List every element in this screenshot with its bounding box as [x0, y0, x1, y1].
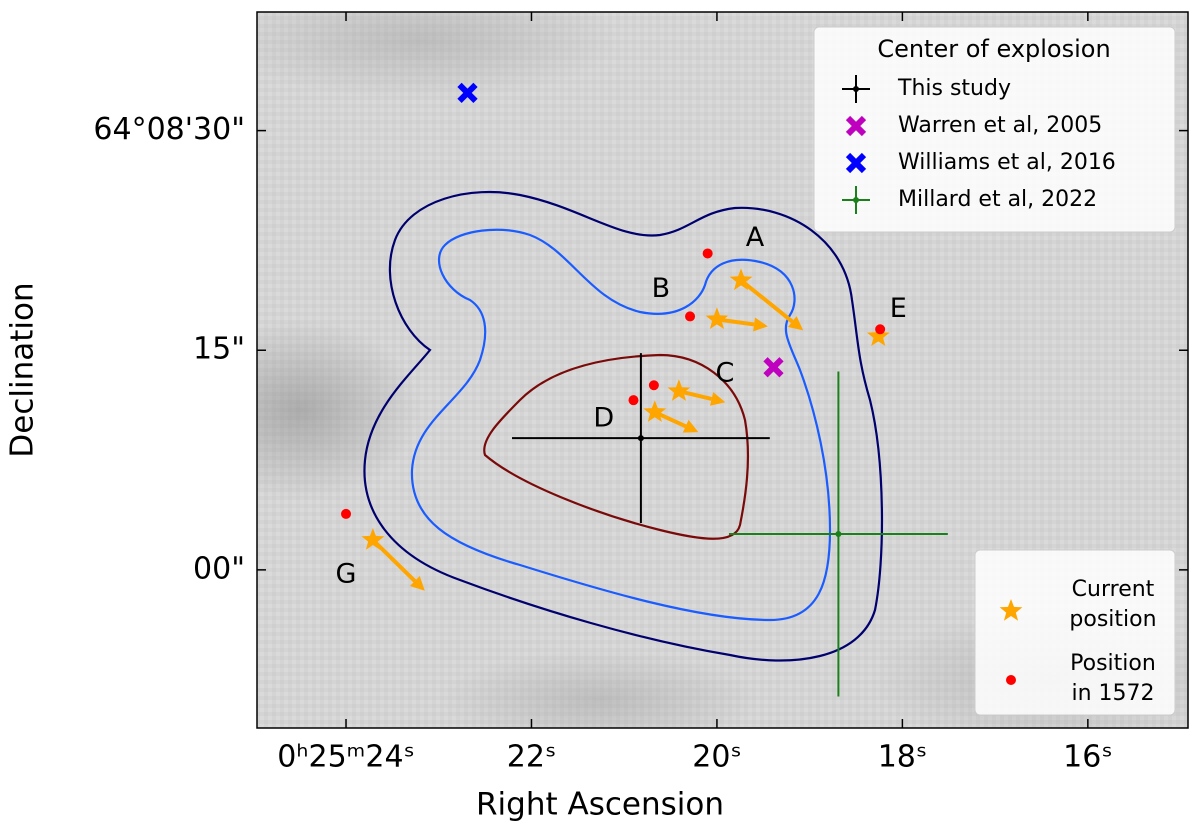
- x-marker: [763, 357, 784, 378]
- x-marker: [457, 82, 478, 103]
- y-tick-label: 15": [193, 332, 245, 367]
- legend-marker: [1006, 675, 1016, 685]
- legend-label: position: [1069, 607, 1156, 632]
- position-1572: [702, 248, 713, 259]
- position-1572: [341, 508, 352, 519]
- position-1572: [628, 395, 639, 406]
- legend-box: [813, 26, 1176, 233]
- legend-marker: [853, 197, 859, 203]
- arrow-head: [409, 576, 425, 591]
- y-tick-label: 00": [193, 551, 245, 586]
- legend-label: Millard et al, 2022: [898, 187, 1097, 212]
- y-tick-label: 64°08'30": [93, 112, 245, 147]
- legend-marker: [853, 86, 859, 92]
- current-star: [667, 379, 691, 401]
- current-star: [361, 528, 385, 550]
- x-axis-label: Right Ascension: [476, 787, 724, 823]
- arrow-head: [710, 392, 726, 406]
- star-label: G: [335, 558, 356, 589]
- contours: [363, 190, 884, 662]
- arrow-head: [753, 317, 768, 332]
- middle-contour: [410, 228, 832, 622]
- legend-label: Warren et al, 2005: [898, 113, 1102, 138]
- position-1572: [648, 380, 659, 391]
- current-star: [729, 268, 753, 291]
- legend-label: in 1572: [1071, 681, 1154, 706]
- x-stroke: [457, 82, 478, 103]
- x-tick-label: 20ˢ: [692, 740, 741, 775]
- legend-label: Williams et al, 2016: [898, 150, 1116, 175]
- y-axis-label: Declination: [5, 282, 41, 457]
- arrow-head: [682, 419, 699, 433]
- legend-box: [974, 549, 1176, 716]
- x-marker: [845, 115, 867, 137]
- x-marker: [845, 152, 867, 174]
- x-tick-label: 16ˢ: [1063, 740, 1112, 775]
- star-label: C: [715, 358, 734, 389]
- x-tick-label: 0ʰ25ᵐ24ˢ: [277, 740, 414, 775]
- center-point: [637, 435, 644, 442]
- legend-label: Current: [1072, 577, 1155, 602]
- star-label: A: [746, 222, 765, 253]
- plot-frame: [256, 11, 1189, 729]
- motion-arrow: [739, 278, 794, 324]
- legend-title: Center of explosion: [877, 35, 1110, 63]
- outer-contour: [363, 190, 884, 662]
- x-tick-label: 18ˢ: [878, 740, 927, 775]
- motion-arrow: [716, 317, 755, 327]
- arrow-head: [787, 316, 804, 331]
- star-label: D: [593, 403, 614, 434]
- x-stroke: [845, 115, 867, 137]
- center-point: [835, 530, 842, 537]
- x-tick-label: 22ˢ: [507, 740, 556, 775]
- x-stroke: [845, 152, 867, 174]
- current-star: [866, 324, 890, 346]
- position-1572: [685, 311, 696, 322]
- legend-label: This study: [897, 76, 1011, 101]
- legend-marker: [999, 599, 1023, 621]
- motion-arrow: [371, 538, 417, 583]
- star-label: E: [890, 293, 907, 324]
- current-star: [643, 400, 667, 422]
- motion-arrow: [653, 410, 687, 429]
- position-1572: [875, 324, 886, 335]
- inner-contour: [483, 353, 750, 540]
- current-star: [705, 307, 729, 329]
- legend-label: Position: [1070, 651, 1156, 676]
- x-stroke: [763, 357, 784, 378]
- motion-arrow: [678, 389, 713, 401]
- star-label: B: [652, 273, 671, 304]
